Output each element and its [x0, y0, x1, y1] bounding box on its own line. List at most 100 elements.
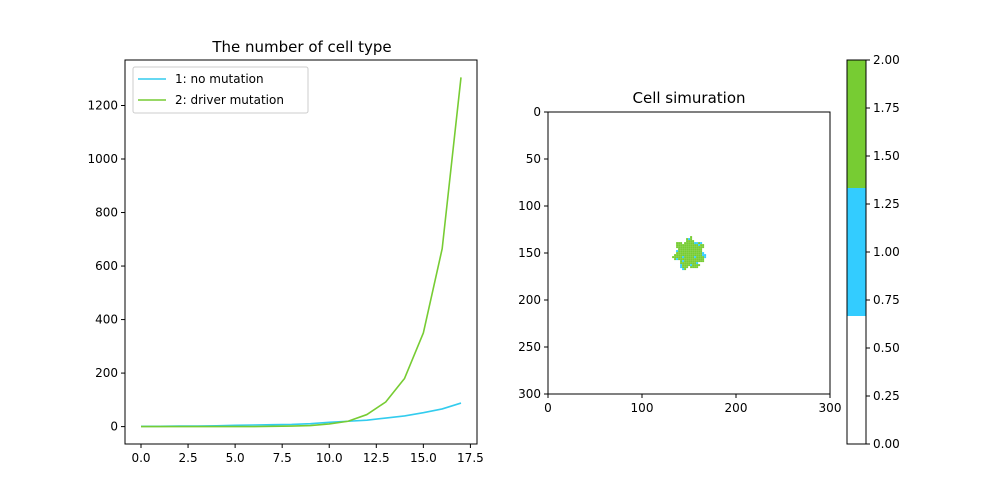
- cell: [684, 248, 687, 251]
- cell: [692, 256, 695, 259]
- cell: [690, 238, 693, 241]
- cell: [686, 238, 689, 241]
- x-tick-label: 10.0: [316, 451, 343, 465]
- cell: [680, 244, 683, 247]
- cell: [694, 260, 697, 263]
- cell: [686, 266, 689, 269]
- cell: [684, 268, 687, 271]
- y-tick-label: 300: [518, 387, 541, 401]
- cell: [684, 244, 687, 247]
- colorbar-tick-label: 2.00: [873, 53, 900, 67]
- cell: [698, 254, 701, 257]
- cell: [678, 246, 681, 249]
- cell: [696, 254, 699, 257]
- legend-label-2: 2: driver mutation: [175, 93, 284, 107]
- cell: [684, 246, 687, 249]
- heatmap-plot-area: [548, 112, 830, 394]
- cell: [690, 262, 693, 265]
- cell: [694, 258, 697, 261]
- cell: [682, 256, 685, 259]
- cell: [686, 248, 689, 251]
- cell: [686, 244, 689, 247]
- heatmap-chart: Cell simuration 0 100 200 30005010015020025…: [518, 89, 841, 415]
- cell: [678, 256, 681, 259]
- cell: [690, 264, 693, 267]
- cell: [686, 264, 689, 267]
- colorbar-tick-label: 0.00: [873, 437, 900, 451]
- cell: [688, 238, 691, 241]
- cell: [700, 256, 703, 259]
- cell: [690, 248, 693, 251]
- cell: [676, 256, 679, 259]
- cell: [700, 248, 703, 251]
- cell: [690, 256, 693, 259]
- legend-label-1: 1: no mutation: [175, 72, 264, 86]
- cell: [692, 266, 695, 269]
- cell: [692, 242, 695, 245]
- cell: [676, 252, 679, 255]
- cell: [682, 268, 685, 271]
- cell: [682, 260, 685, 263]
- legend-box: [132, 66, 309, 114]
- x-tick-label: 7.5: [273, 451, 292, 465]
- cell: [702, 256, 705, 259]
- cell: [698, 250, 701, 253]
- cell: [698, 258, 701, 261]
- cell: [680, 254, 683, 257]
- cell: [696, 244, 699, 247]
- cell: [696, 262, 699, 265]
- cell: [678, 258, 681, 261]
- cell: [686, 254, 689, 257]
- cell: [680, 248, 683, 251]
- cell: [688, 256, 691, 259]
- cell: [690, 236, 693, 239]
- cell: [694, 256, 697, 259]
- y-tick-label: 50: [526, 152, 541, 166]
- x-tick-label: 300: [819, 401, 842, 415]
- cell: [682, 266, 685, 269]
- cell: [692, 258, 695, 261]
- cell: [678, 252, 681, 255]
- cell: [694, 250, 697, 253]
- cell: [694, 262, 697, 265]
- cell: [698, 246, 701, 249]
- colorbar-tick-label: 1.50: [873, 149, 900, 163]
- cell: [676, 246, 679, 249]
- cell: [702, 258, 705, 261]
- cell: [682, 244, 685, 247]
- cell: [694, 252, 697, 255]
- cell: [678, 254, 681, 257]
- x-tick-label: 5.0: [226, 451, 245, 465]
- cell: [676, 254, 679, 257]
- cell: [688, 252, 691, 255]
- cell: [702, 254, 705, 257]
- y-tick-label: 200: [518, 293, 541, 307]
- cell: [690, 244, 693, 247]
- cell: [704, 256, 707, 259]
- cell: [702, 244, 705, 247]
- cell: [700, 246, 703, 249]
- cell: [688, 248, 691, 251]
- cell: [690, 254, 693, 257]
- cell: [686, 252, 689, 255]
- cell: [686, 242, 689, 245]
- cell: [682, 248, 685, 251]
- cell: [682, 254, 685, 257]
- cell: [674, 258, 677, 261]
- x-tick-label: 0.0: [131, 451, 150, 465]
- cell: [686, 240, 689, 243]
- cell: [692, 246, 695, 249]
- cell: [704, 254, 707, 257]
- cell: [688, 260, 691, 263]
- cell: [690, 260, 693, 263]
- cell: [688, 242, 691, 245]
- y-tick-label: 400: [95, 313, 118, 327]
- line-chart-axes: 0.0 2.5 5.0 7.5 10.0 12.5 15.0 17.5 0 200 400 600 80…: [87, 59, 484, 465]
- cell: [690, 246, 693, 249]
- cell: [682, 262, 685, 265]
- cell: [684, 254, 687, 257]
- cell: [702, 252, 705, 255]
- cell: [696, 242, 699, 245]
